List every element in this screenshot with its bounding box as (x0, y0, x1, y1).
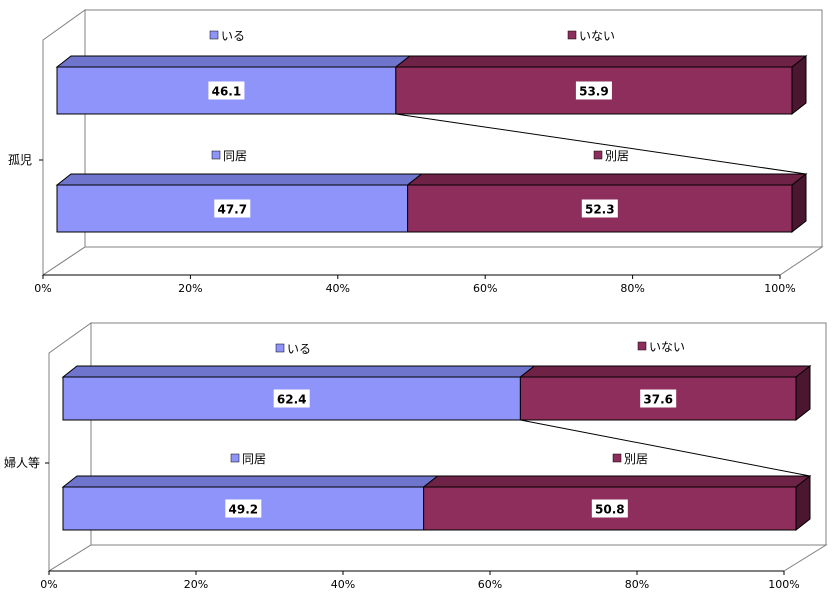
legend-swatch (275, 343, 285, 353)
data-label-いる: 62.4 (277, 393, 307, 407)
legend-swatch (230, 453, 240, 463)
chart-1: 0% 20% 40% 60% 80% 100% 孤児 46.1 53.9 いる いない 47.7 52.… (8, 9, 824, 295)
x-tick-label: 20% (178, 282, 202, 295)
legend-label: いる (287, 342, 311, 356)
data-label-box (591, 499, 628, 518)
data-label-box (273, 389, 310, 408)
bar-top-いる (55, 55, 412, 68)
legend-swatch (612, 453, 622, 463)
x-tick-label: 100% (764, 282, 795, 295)
x-tick-label: 60% (473, 282, 497, 295)
bar-top-いる (61, 365, 536, 378)
x-tick-label: 80% (620, 282, 644, 295)
floor (41, 246, 824, 276)
bar-top-同居 (61, 475, 440, 488)
x-tick-label: 60% (478, 578, 502, 591)
data-label-別居: 52.3 (585, 203, 615, 217)
legend-swatch (567, 30, 577, 40)
x-tick-label: 80% (625, 578, 649, 591)
floor (47, 544, 828, 572)
bar-top-別居 (422, 475, 812, 488)
data-label-box (581, 199, 618, 218)
bar-side (791, 172, 807, 234)
data-label-いる: 46.1 (212, 85, 242, 99)
legend-swatch (211, 150, 221, 160)
legend-label: 同居 (242, 452, 266, 466)
group-label: 孤児 (8, 153, 32, 167)
bar-side (795, 364, 811, 422)
bar-top-同居 (55, 173, 424, 186)
legend-label: いない (649, 340, 685, 354)
legend-swatch (637, 341, 647, 351)
legend-swatch (593, 150, 603, 160)
connector-line (520, 419, 811, 477)
bar-top-別居 (406, 173, 808, 186)
x-tick-label: 40% (331, 578, 355, 591)
stacked-bar-1: 46.1 53.9 いる いない (55, 29, 808, 116)
chart-2: 0% 20% 40% 60% 80% 100% 婦人等 62.4 37.6 いる いない 49.2 50… (4, 322, 828, 591)
x-tick-label: 100% (768, 578, 799, 591)
data-label-box (575, 81, 612, 100)
data-label-いない: 37.6 (643, 393, 673, 407)
side-wall (42, 9, 86, 276)
bar-side (795, 474, 811, 532)
stacked-bar-2: 49.2 50.8 同居 別居 (61, 452, 812, 532)
x-tick-label: 20% (184, 578, 208, 591)
x-tick-label: 40% (326, 282, 350, 295)
legend-label: 別居 (605, 149, 629, 163)
data-label-box (640, 389, 677, 408)
data-label-別居: 50.8 (595, 503, 625, 517)
legend-label: 同居 (223, 149, 247, 163)
bar-side (791, 54, 807, 116)
x-tick-label: 0% (34, 282, 51, 295)
stacked-bar-1: 62.4 37.6 いる いない (61, 340, 812, 422)
data-label-box (214, 199, 251, 218)
bar-top-いない (518, 365, 812, 378)
group-label: 婦人等 (4, 455, 40, 470)
legend-label: いない (579, 29, 615, 43)
data-label-同居: 47.7 (217, 203, 247, 217)
stacked-bar-2: 47.7 52.3 同居 別居 (55, 149, 808, 234)
legend-label: いる (221, 29, 245, 43)
data-label-同居: 49.2 (229, 503, 259, 517)
x-tick-label: 0% (40, 578, 57, 591)
bar-top-いない (394, 55, 808, 68)
data-label-box (225, 499, 262, 518)
legend-label: 別居 (624, 452, 648, 466)
data-label-いない: 53.9 (579, 85, 609, 99)
side-wall (48, 322, 92, 572)
legend-swatch (209, 30, 219, 40)
connector-line (395, 113, 807, 175)
data-label-box (208, 81, 245, 100)
